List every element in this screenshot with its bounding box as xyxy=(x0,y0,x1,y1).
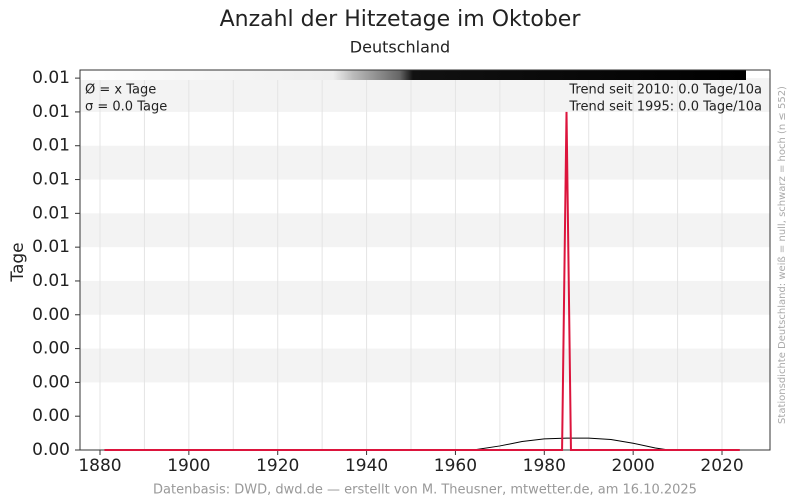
x-tick-label: 1980 xyxy=(523,456,566,476)
x-tick-label: 1920 xyxy=(256,456,299,476)
annotation: Trend seit 1995: 0.0 Tage/10a xyxy=(568,100,762,115)
y-tick-label: 0.00 xyxy=(32,339,70,359)
y-tick-label: 0.01 xyxy=(32,203,70,223)
y-tick-label: 0.01 xyxy=(32,68,70,88)
density-strip xyxy=(80,70,746,80)
density-note: Stationsdichte Deutschland: weiß = null,… xyxy=(777,86,788,424)
y-tick-label: 0.00 xyxy=(32,372,70,392)
y-tick-label: 0.00 xyxy=(32,406,70,426)
x-tick-label: 1900 xyxy=(167,456,210,476)
y-tick-label: 0.00 xyxy=(32,440,70,460)
y-tick-label: 0.01 xyxy=(32,136,70,156)
grid-band xyxy=(80,145,770,180)
annotation: Trend seit 2010: 0.0 Tage/10a xyxy=(568,83,762,98)
y-tick-label: 0.01 xyxy=(32,102,70,122)
x-tick-label: 2020 xyxy=(700,456,743,476)
x-tick-label: 2000 xyxy=(612,456,655,476)
chart-title: Anzahl der Hitzetage im Oktober xyxy=(220,7,582,32)
grid-band xyxy=(80,213,770,248)
series-line xyxy=(104,111,740,451)
series-line xyxy=(473,437,669,451)
y-tick-label: 0.01 xyxy=(32,271,70,291)
footer: Datenbasis: DWD, dwd.de — erstellt von M… xyxy=(153,483,697,498)
annotation: Ø = x Tage xyxy=(85,83,156,98)
grid-band xyxy=(80,280,770,315)
grid-band xyxy=(80,78,770,112)
y-axis-label: Tage xyxy=(8,242,28,282)
y-tick-label: 0.01 xyxy=(32,237,70,257)
x-tick-label: 1960 xyxy=(434,456,477,476)
annotation: σ = 0.0 Tage xyxy=(85,100,167,115)
x-tick-label: 1940 xyxy=(345,456,388,476)
grid-band xyxy=(80,348,770,383)
y-tick-label: 0.01 xyxy=(32,170,70,190)
plot-frame xyxy=(79,69,771,451)
x-tick-label: 1880 xyxy=(78,456,121,476)
y-tick-label: 0.00 xyxy=(32,305,70,325)
chart-subtitle: Deutschland xyxy=(350,38,450,57)
